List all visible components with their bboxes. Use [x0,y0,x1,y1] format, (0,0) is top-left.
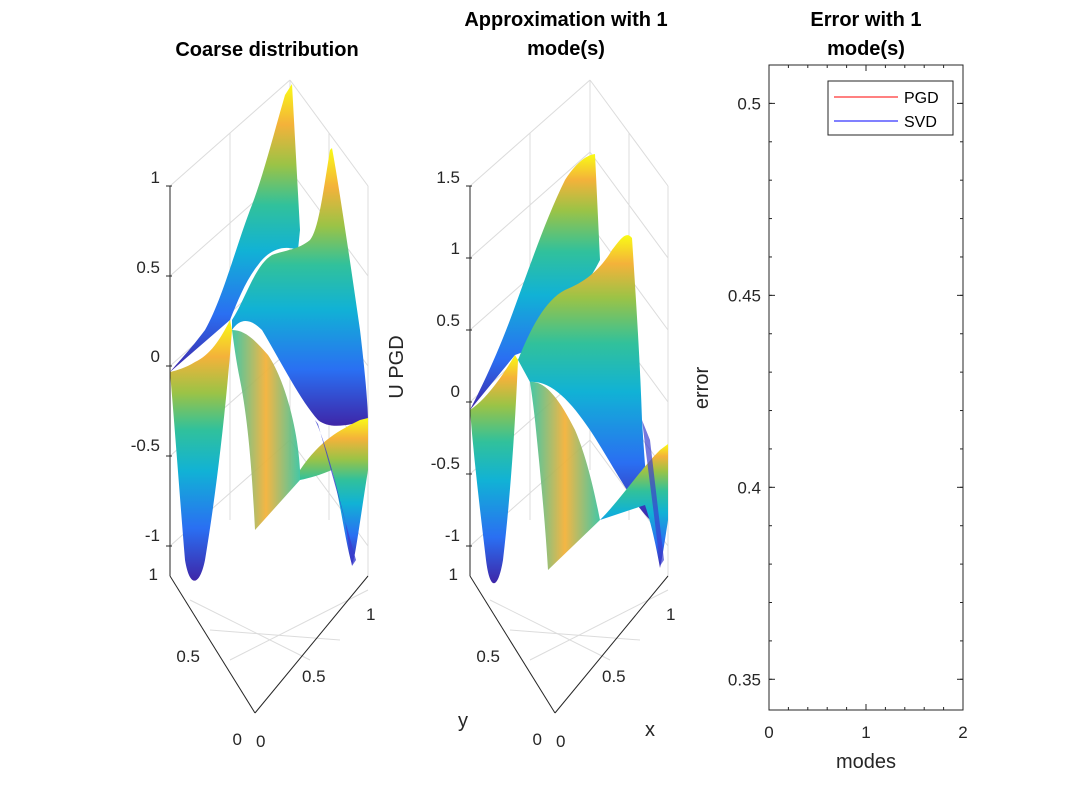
panel1-xtick: 0.5 [302,667,326,686]
panel2-ztick: 1.5 [436,168,460,187]
legend-label-svd: SVD [904,114,937,131]
panel1-ztick: 0 [151,347,160,366]
y-tick-label: 0.4 [737,478,761,497]
panel1-ztick: 1 [151,168,160,187]
legend-box [827,80,954,136]
y-tick-label: 0.35 [728,670,761,689]
panel-coarse-distribution: Coarse distribution [131,39,376,751]
panel2-surface [470,154,668,584]
panel2-y-ticks: 1 0.5 0 [449,565,542,749]
panel1-z-ticks: 1 0.5 0 -0.5 -1 [131,168,160,545]
x-tick-label: 0 [764,723,773,742]
panel1-axes [166,185,369,714]
panel1-ytick: 0.5 [176,647,200,666]
panel1-title: Coarse distribution [175,39,358,61]
panel2-title-line1: Approximation with 1 [464,9,667,31]
panel1-ztick: -1 [145,526,160,545]
panel2-xlabel: x [645,719,655,741]
panel2-zlabel: U PGD [386,335,408,398]
panel3-minor-ticks [769,64,964,710]
x-tick-label: 1 [861,723,870,742]
legend-label-pgd: PGD [904,90,939,107]
panel2-ztick: -0.5 [431,454,460,473]
panel1-x-ticks: 0 0.5 1 [256,605,375,751]
panel2-ztick: 0.5 [436,311,460,330]
panel2-ytick: 0.5 [476,647,500,666]
panel3-ylabel: error [691,367,713,410]
panel2-ztick: -1 [445,526,460,545]
panel2-x-ticks: 0 0.5 1 [556,605,675,751]
panel-approximation: Approximation with 1 mode(s) [386,9,675,751]
panel1-ytick: 1 [149,565,158,584]
panel1-xtick: 0 [256,732,265,751]
y-tick-label: 0.45 [728,286,761,305]
panel1-ztick: -0.5 [131,436,160,455]
x-tick-label: 2 [958,723,967,742]
panel2-xtick: 1 [666,605,675,624]
panel2-axes [466,185,669,714]
panel3-y-ticks: 0.5 0.45 0.4 0.35 [728,94,963,689]
panel3-title-line2: mode(s) [827,38,905,60]
panel2-ylabel: y [458,710,468,732]
panel2-z-ticks: 1.5 1 0.5 0 -0.5 -1 [431,168,460,545]
panel2-ytick: 1 [449,565,458,584]
panel2-ztick: 0 [451,382,460,401]
y-tick-label: 0.5 [737,94,761,113]
panel2-title-line2: mode(s) [527,38,605,60]
panel1-xtick: 1 [366,605,375,624]
panel1-ytick: 0 [233,730,242,749]
panel2-ytick: 0 [533,730,542,749]
panel3-xlabel: modes [836,751,896,773]
panel3-plot-area [768,64,964,711]
panel2-ztick: 1 [451,239,460,258]
panel2-xtick: 0 [556,732,565,751]
panel3-title-line1: Error with 1 [810,9,921,31]
panel2-xtick: 0.5 [602,667,626,686]
panel1-surface [170,84,368,581]
panel1-ztick: 0.5 [136,258,160,277]
legend: PGD SVD [827,80,954,136]
panel1-y-ticks: 1 0.5 0 [149,565,242,749]
